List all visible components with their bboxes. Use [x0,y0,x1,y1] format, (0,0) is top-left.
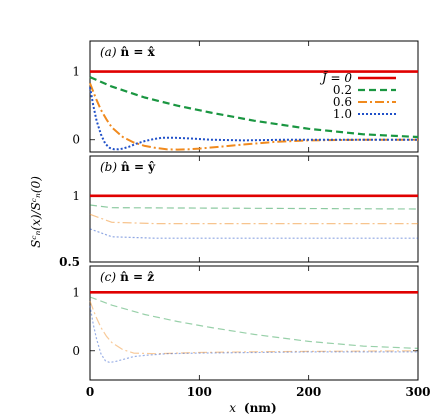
panel-label-id: (a) [100,45,117,59]
panel-a: 1 0 (a) n̂ = x̂ [72,40,419,153]
panel-b: 1 0.5 (b) n̂ = ŷ [59,155,419,269]
panel-a-frame [89,40,419,153]
panel-label-eq: n̂ = ŷ [121,160,156,174]
series-line-a-J10 [89,87,418,151]
panel-label-eq: n̂ = ẑ [120,270,154,284]
panel-c: 1 0 (c) n̂ = ẑ [72,265,419,381]
series-line-b-J06 [89,213,418,225]
series-line-c-J06 [89,300,419,355]
legend-label-J06: 0.6 [333,95,352,109]
y-tick-label: 1 [72,65,80,79]
x-axis-label: x (nm) [229,401,276,415]
panel-label-b: (b) n̂ = ŷ [100,160,156,174]
legend-label-J10: 1.0 [333,107,352,121]
series-line-a-J06 [89,82,418,151]
x-tick-label: 300 [405,385,430,399]
legend-label-J0: J̃ = 0 [319,70,352,85]
y-tick-label: 1 [72,285,80,299]
series-line-c-J10 [89,305,418,364]
panel-b-frame [89,155,419,263]
x-tick-label: 0 [86,385,94,399]
series-line-b-J02 [89,204,419,210]
series-line-c-J02 [89,296,419,349]
legend-label-J02: 0.2 [333,83,352,97]
panel-label-a: (a) n̂ = x̂ [100,45,156,59]
y-tick-label: 1 [72,189,80,203]
y-tick-label: 0 [72,133,80,147]
legend: J̃ = 00.20.61.0 [319,70,396,121]
x-tick-label: 100 [187,385,212,399]
x-axis-variable: x [229,401,236,415]
panel-label-id: (c) [100,270,116,284]
x-tick-label: 200 [296,385,321,399]
y-axis-label: Sᶜₙ(x)/Sᶜₙ(0) [29,176,43,248]
x-axis-unit: (nm) [244,401,277,415]
panel-c-frame [89,265,419,381]
series-line-b-J10 [89,228,418,239]
panel-label-eq: n̂ = x̂ [121,45,156,59]
series-line-a-J02 [89,76,419,139]
y-tick-label: 0 [72,344,80,358]
panel-label-id: (b) [100,160,117,174]
y-tick-label: 0.5 [59,255,80,269]
panel-label-c: (c) n̂ = ẑ [100,270,154,284]
